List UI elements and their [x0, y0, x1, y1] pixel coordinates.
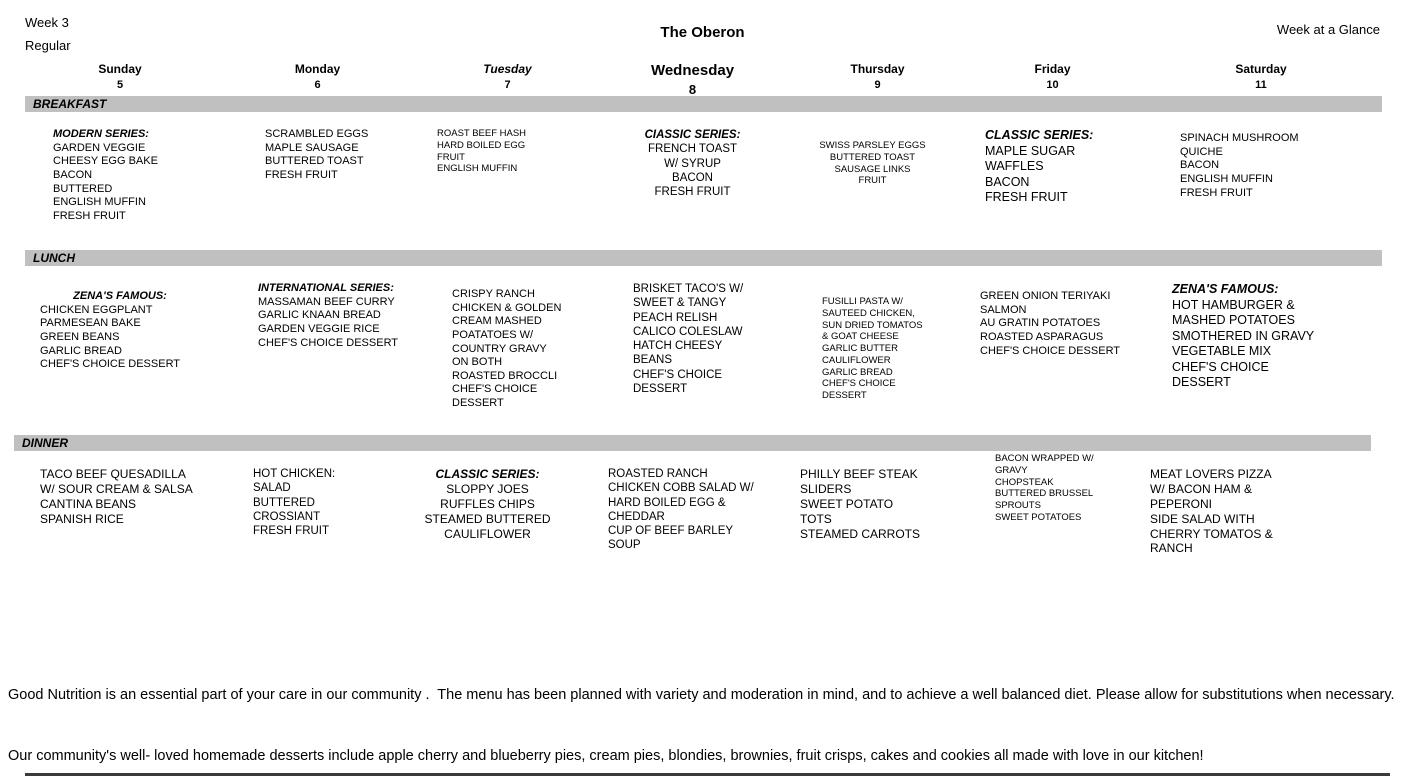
menu-items: ROASTED RANCH CHICKEN COBB SALAD W/ HARD… — [608, 468, 754, 552]
menu-cell-lunch-tuesday: CRISPY RANCH CHICKEN & GOLDEN CREAM MASH… — [420, 282, 595, 435]
day-name: Tuesday — [483, 62, 532, 76]
menu-items: FUSILLI PASTA W/ SAUTEED CHICKEN, SUN DR… — [822, 296, 923, 402]
menu-items: HOT HAMBURGER & MASHED POTATOES SMOTHERE… — [1172, 297, 1315, 390]
menu-cell-dinner-friday: BACON WRAPPED W/ GRAVY CHOPSTEAK BUTTERE… — [965, 453, 1140, 686]
day-header-tuesday: Tuesday 7 — [420, 60, 595, 97]
menu-items: SPINACH MUSHROOM QUICHE BACON ENGLISH MU… — [1180, 132, 1299, 199]
series-label: MODERN SERIES: — [53, 128, 149, 140]
menu-items: GREEN ONION TERIYAKI SALMON AU GRATIN PO… — [980, 290, 1121, 357]
menu-items: PHILLY BEEF STEAK SLIDERS SWEET POTATO T… — [800, 467, 921, 541]
day-header-wednesday: Wednesday 8 — [595, 60, 790, 97]
menu-items: SLOPPY JOES RUFFLES CHIPS STEAMED BUTTER… — [424, 481, 551, 541]
menu-items: MAPLE SUGAR WAFFLES BACON FRESH FRUIT — [985, 143, 1076, 205]
day-header-friday: Friday 10 — [965, 60, 1140, 97]
menu-cell-dinner-sunday: TACO BEEF QUESADILLA W/ SOUR CREAM & SAL… — [25, 467, 215, 686]
day-name: Monday — [294, 62, 341, 76]
day-header-monday: Monday 6 — [215, 60, 420, 97]
lunch-row: ZENA'S FAMOUS: CHICKEN EGGPLANT PARMESEA… — [25, 266, 1382, 435]
menu-cell-dinner-monday: HOT CHICKEN: SALAD BUTTERED CROSSIANT FR… — [215, 467, 420, 686]
day-header-row: Sunday 5 Monday 6 Tuesday 7 Wednesday 8 … — [25, 60, 1382, 97]
week-at-a-glance-label: Week at a Glance — [1276, 22, 1380, 37]
page-title: The Oberon — [660, 24, 745, 41]
menu-items: GARDEN VEGGIE CHEESY EGG BAKE BACON BUTT… — [53, 141, 158, 222]
menu-cell-breakfast-monday: SCRAMBLED EGGS MAPLE SAUSAGE BUTTERED TO… — [215, 128, 420, 250]
menu-items: BRISKET TACO'S W/ SWEET & TANGY PEACH RE… — [633, 283, 744, 395]
menu-items: MEAT LOVERS PIZZA W/ BACON HAM & PEPERON… — [1150, 467, 1273, 556]
day-header-saturday: Saturday 11 — [1140, 60, 1382, 97]
day-name: Wednesday — [650, 62, 735, 79]
menu-items: TACO BEEF QUESADILLA W/ SOUR CREAM & SAL… — [40, 467, 193, 526]
menu-items: CRISPY RANCH CHICKEN & GOLDEN CREAM MASH… — [452, 288, 562, 409]
series-label: CLASSIC SERIES: — [435, 467, 540, 481]
menu-cell-breakfast-wednesday: CIASSIC SERIES: FRENCH TOAST W/ SYRUP BA… — [595, 128, 790, 250]
menu-cell-lunch-monday: INTERNATIONAL SERIES: MASSAMAN BEEF CURR… — [215, 282, 420, 435]
menu-cell-lunch-wednesday: BRISKET TACO'S W/ SWEET & TANGY PEACH RE… — [595, 282, 790, 435]
menu-items: MASSAMAN BEEF CURRY GARLIC KNAAN BREAD G… — [258, 295, 399, 349]
series-label: ZENA'S FAMOUS: — [1172, 282, 1279, 296]
menu-cell-breakfast-friday: CLASSIC SERIES: MAPLE SUGAR WAFFLES BACO… — [965, 128, 1140, 250]
day-number: 10 — [1046, 79, 1059, 91]
menu-cell-dinner-wednesday: ROASTED RANCH CHICKEN COBB SALAD W/ HARD… — [595, 467, 790, 686]
menu-cell-dinner-saturday: MEAT LOVERS PIZZA W/ BACON HAM & PEPERON… — [1140, 467, 1382, 686]
menu-cell-lunch-sunday: ZENA'S FAMOUS: CHICKEN EGGPLANT PARMESEA… — [25, 282, 215, 435]
menu-table: Sunday 5 Monday 6 Tuesday 7 Wednesday 8 … — [14, 60, 1382, 686]
series-label: CLASSIC SERIES: — [985, 128, 1094, 142]
series-label: CIASSIC SERIES: — [644, 129, 741, 141]
menu-cell-breakfast-saturday: SPINACH MUSHROOM QUICHE BACON ENGLISH MU… — [1140, 128, 1382, 250]
menu-items: FRENCH TOAST W/ SYRUP BACON FRESH FRUIT — [647, 143, 738, 198]
dinner-row: TACO BEEF QUESADILLA W/ SOUR CREAM & SAL… — [25, 451, 1382, 686]
bottom-divider — [25, 773, 1390, 776]
menu-type-label: Regular — [25, 38, 71, 53]
menu-cell-dinner-tuesday: CLASSIC SERIES: SLOPPY JOES RUFFLES CHIP… — [420, 467, 595, 686]
menu-items: BACON WRAPPED W/ GRAVY CHOPSTEAK BUTTERE… — [995, 453, 1094, 523]
day-name: Sunday — [98, 62, 142, 76]
menu-cell-lunch-thursday: FUSILLI PASTA W/ SAUTEED CHICKEN, SUN DR… — [790, 282, 965, 435]
day-number: 5 — [116, 79, 124, 91]
menu-cell-dinner-thursday: PHILLY BEEF STEAK SLIDERS SWEET POTATO T… — [790, 467, 965, 686]
menu-cell-breakfast-thursday: SWISS PARSLEY EGGS BUTTERED TOAST SAUSAG… — [790, 128, 965, 250]
day-header-thursday: Thursday 9 — [790, 60, 965, 97]
day-name: Thursday — [850, 62, 905, 76]
series-label: INTERNATIONAL SERIES: — [258, 282, 394, 294]
day-header-sunday: Sunday 5 — [25, 60, 215, 97]
section-band-dinner: DINNER — [14, 435, 1371, 451]
series-label: ZENA'S FAMOUS: — [73, 290, 167, 302]
day-name: Saturday — [1235, 62, 1287, 76]
footer-desserts-note: Our community's well- loved homemade des… — [8, 748, 1204, 764]
day-name: Friday — [1034, 62, 1071, 76]
menu-cell-breakfast-tuesday: ROAST BEEF HASH HARD BOILED EGG FRUIT EN… — [420, 128, 595, 250]
page-header: Week 3 Regular The Oberon Week at a Glan… — [0, 0, 1405, 60]
menu-items: HOT CHICKEN: SALAD BUTTERED CROSSIANT FR… — [253, 468, 336, 537]
day-number: 8 — [688, 82, 697, 97]
day-number: 9 — [874, 79, 881, 91]
footer-nutrition-note: Good Nutrition is an essential part of y… — [8, 687, 1395, 703]
day-number: 11 — [1255, 79, 1267, 91]
menu-items: SCRAMBLED EGGS MAPLE SAUSAGE BUTTERED TO… — [265, 128, 369, 181]
menu-cell-lunch-saturday: ZENA'S FAMOUS: HOT HAMBURGER & MASHED PO… — [1140, 282, 1382, 435]
section-band-breakfast: BREAKFAST — [25, 96, 1382, 112]
day-number: 6 — [314, 79, 321, 91]
menu-cell-breakfast-sunday: MODERN SERIES: GARDEN VEGGIE CHEESY EGG … — [25, 128, 215, 250]
day-number: 7 — [504, 79, 511, 91]
menu-items: ROAST BEEF HASH HARD BOILED EGG FRUIT EN… — [437, 128, 527, 175]
menu-items: SWISS PARSLEY EGGS BUTTERED TOAST SAUSAG… — [819, 140, 926, 187]
breakfast-row: MODERN SERIES: GARDEN VEGGIE CHEESY EGG … — [25, 112, 1382, 250]
menu-items: CHICKEN EGGPLANT PARMESEAN BAKE GREEN BE… — [40, 303, 181, 371]
week-label: Week 3 — [25, 15, 69, 30]
section-band-lunch: LUNCH — [25, 250, 1382, 266]
menu-cell-lunch-friday: GREEN ONION TERIYAKI SALMON AU GRATIN PO… — [965, 282, 1140, 435]
